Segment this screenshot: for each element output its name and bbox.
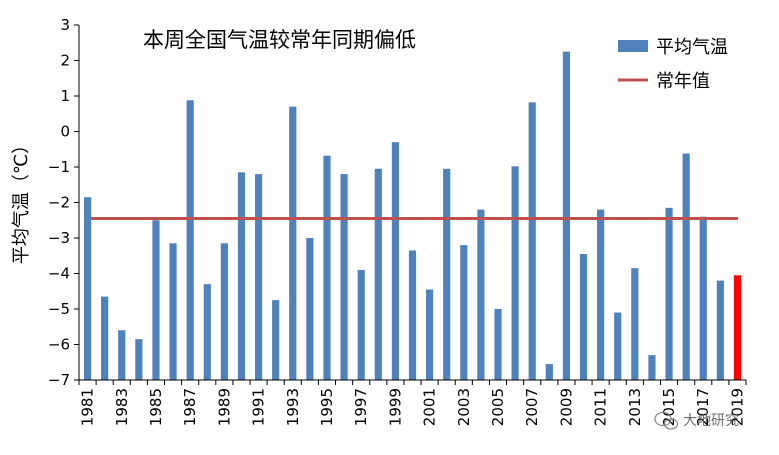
bar-1986 bbox=[169, 243, 177, 380]
x-tick-label: 1983 bbox=[113, 388, 131, 426]
bar-1999 bbox=[391, 142, 399, 380]
bar-2007 bbox=[528, 102, 536, 380]
chart-title: 本周全国气温较常年同期偏低 bbox=[143, 28, 416, 52]
y-tick-label: −7 bbox=[48, 371, 70, 389]
legend-swatch-bar bbox=[618, 40, 648, 52]
y-tick-label: 3 bbox=[60, 16, 70, 34]
watermark-text: 大地研究 bbox=[683, 413, 739, 429]
bar-1982 bbox=[101, 296, 109, 380]
y-tick-label: −1 bbox=[48, 158, 70, 176]
bar-2004 bbox=[477, 209, 485, 380]
bar-2017 bbox=[699, 216, 707, 380]
x-tick-label: 2017 bbox=[694, 388, 712, 426]
x-tick-label: 2007 bbox=[523, 388, 541, 426]
x-tick-label: 2001 bbox=[421, 388, 439, 426]
x-tick-label: 1981 bbox=[79, 388, 97, 426]
y-tick-label: −4 bbox=[48, 265, 70, 283]
y-axis-label: 平均气温（℃） bbox=[11, 136, 32, 264]
x-tick-label: 1995 bbox=[318, 388, 336, 426]
bar-series bbox=[83, 51, 742, 381]
bar-2010 bbox=[579, 253, 588, 380]
bar-1994 bbox=[306, 238, 314, 380]
x-tick-label: 1987 bbox=[181, 388, 199, 426]
bar-1995 bbox=[323, 155, 331, 380]
bar-1996 bbox=[340, 174, 348, 380]
bar-2003 bbox=[460, 245, 468, 380]
x-tick-label: 1989 bbox=[215, 388, 233, 426]
legend: 平均气温 常年值 bbox=[618, 37, 728, 92]
bar-1987 bbox=[186, 100, 194, 380]
bar-2002 bbox=[443, 168, 451, 380]
y-tick-label: −3 bbox=[48, 229, 70, 247]
bar-2016 bbox=[682, 153, 690, 380]
bar-1988 bbox=[203, 284, 211, 380]
x-tick-label: 2011 bbox=[592, 388, 610, 426]
bar-2009 bbox=[562, 51, 571, 381]
bar-2008 bbox=[545, 364, 553, 380]
x-tick-label: 2005 bbox=[489, 388, 507, 426]
bar-2018 bbox=[716, 280, 724, 380]
y-tick-label: −2 bbox=[48, 194, 70, 212]
x-tick-label: 1999 bbox=[386, 388, 404, 426]
bar-1993 bbox=[289, 106, 297, 381]
x-tick-label: 2015 bbox=[660, 388, 678, 426]
y-tick-label: 2 bbox=[60, 52, 70, 70]
x-tick-label: 1997 bbox=[352, 388, 370, 426]
bar-2001 bbox=[426, 289, 434, 380]
bar-1992 bbox=[272, 300, 280, 381]
wechat-icon bbox=[654, 411, 679, 430]
bar-1984 bbox=[135, 339, 143, 380]
bar-2013 bbox=[631, 268, 639, 380]
bar-2006 bbox=[511, 166, 519, 380]
bar-1991 bbox=[254, 174, 263, 380]
bar-2000 bbox=[408, 250, 417, 380]
watermark: 大地研究 bbox=[654, 411, 739, 430]
x-axis: 1981 1983 1985 1987 1989 1991 1993 1995 1997 1999… bbox=[78, 380, 747, 426]
bar-2012 bbox=[614, 312, 622, 380]
legend-label-line: 常年值 bbox=[656, 71, 710, 92]
bar-2005 bbox=[494, 309, 502, 380]
x-tick-label: 2003 bbox=[455, 388, 473, 426]
axes bbox=[78, 25, 746, 381]
legend-label-bar: 平均气温 bbox=[656, 37, 728, 58]
bar-2019 bbox=[733, 275, 742, 380]
y-tick-label: 1 bbox=[60, 87, 70, 105]
y-tick-label: −5 bbox=[48, 300, 70, 318]
bar-2011 bbox=[597, 209, 605, 380]
bar-1997 bbox=[357, 269, 365, 380]
bar-1990 bbox=[237, 172, 246, 380]
bar-1998 bbox=[374, 168, 382, 380]
bar-1989 bbox=[220, 243, 228, 380]
x-tick-label: 2019 bbox=[728, 388, 746, 426]
bar-2015 bbox=[665, 207, 673, 380]
x-tick-label: 2009 bbox=[557, 388, 575, 426]
bar-1983 bbox=[118, 330, 126, 380]
bar-2014 bbox=[648, 355, 656, 380]
x-tick-label: 1991 bbox=[250, 388, 268, 426]
bar-1985 bbox=[152, 220, 160, 380]
x-tick-label: 1985 bbox=[147, 388, 165, 426]
y-axis: 3 2 1 0 −1 −2 −3 −4 −5 −6 −7 bbox=[48, 16, 79, 389]
x-tick-label: 1993 bbox=[284, 388, 302, 426]
x-tick-label: 2013 bbox=[626, 388, 644, 426]
y-tick-label: −6 bbox=[48, 336, 70, 354]
bar-1981 bbox=[83, 197, 92, 380]
y-tick-label: 0 bbox=[60, 123, 70, 141]
